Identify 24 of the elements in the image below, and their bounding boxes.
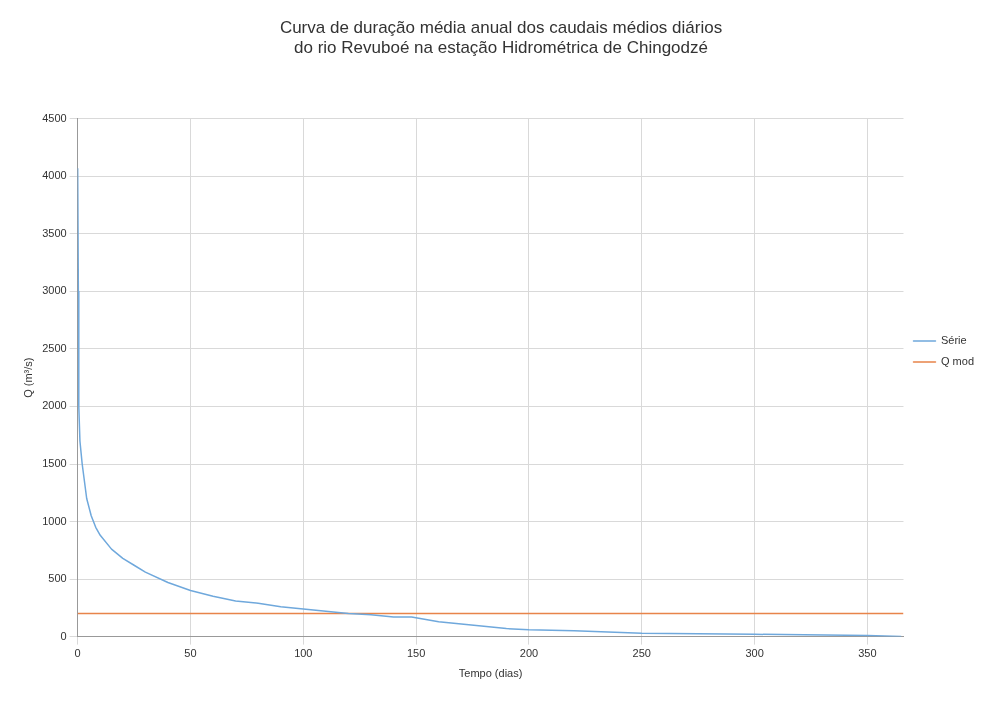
y-tick-label: 4500 xyxy=(42,111,67,124)
y-tick-label: 4000 xyxy=(42,169,67,182)
y-tick-label: 0 xyxy=(60,629,67,642)
y-axis-title: Q (m³/s) xyxy=(21,357,34,398)
y-tick-label: 3500 xyxy=(42,226,67,239)
y-tick-label: 2000 xyxy=(42,399,67,412)
legend-label: Série xyxy=(940,334,967,347)
y-tick-label: 2500 xyxy=(42,341,67,354)
text: do rio Revuboé na estação Hidrométrica de Chingodzé xyxy=(294,38,708,58)
y-tick-label: 1000 xyxy=(42,514,67,527)
x-tick-label: 0 xyxy=(74,647,81,660)
x-tick-label: 200 xyxy=(519,647,539,660)
x-axis-title: Tempo (dias) xyxy=(458,667,523,680)
y-tick-label: 3000 xyxy=(42,284,67,297)
y-tick-label: 1500 xyxy=(42,457,67,470)
x-tick-label: 350 xyxy=(858,647,877,660)
legend-label: Q mod xyxy=(940,355,974,368)
x-tick-label: 50 xyxy=(184,647,197,660)
y-tick-label: 500 xyxy=(48,572,67,585)
text: Curva de duração média anual dos caudais médios diários xyxy=(279,17,723,37)
x-tick-label: 250 xyxy=(632,647,651,660)
x-tick-label: 300 xyxy=(745,647,764,660)
x-tick-label: 150 xyxy=(406,647,426,660)
x-tick-label: 100 xyxy=(294,647,313,660)
